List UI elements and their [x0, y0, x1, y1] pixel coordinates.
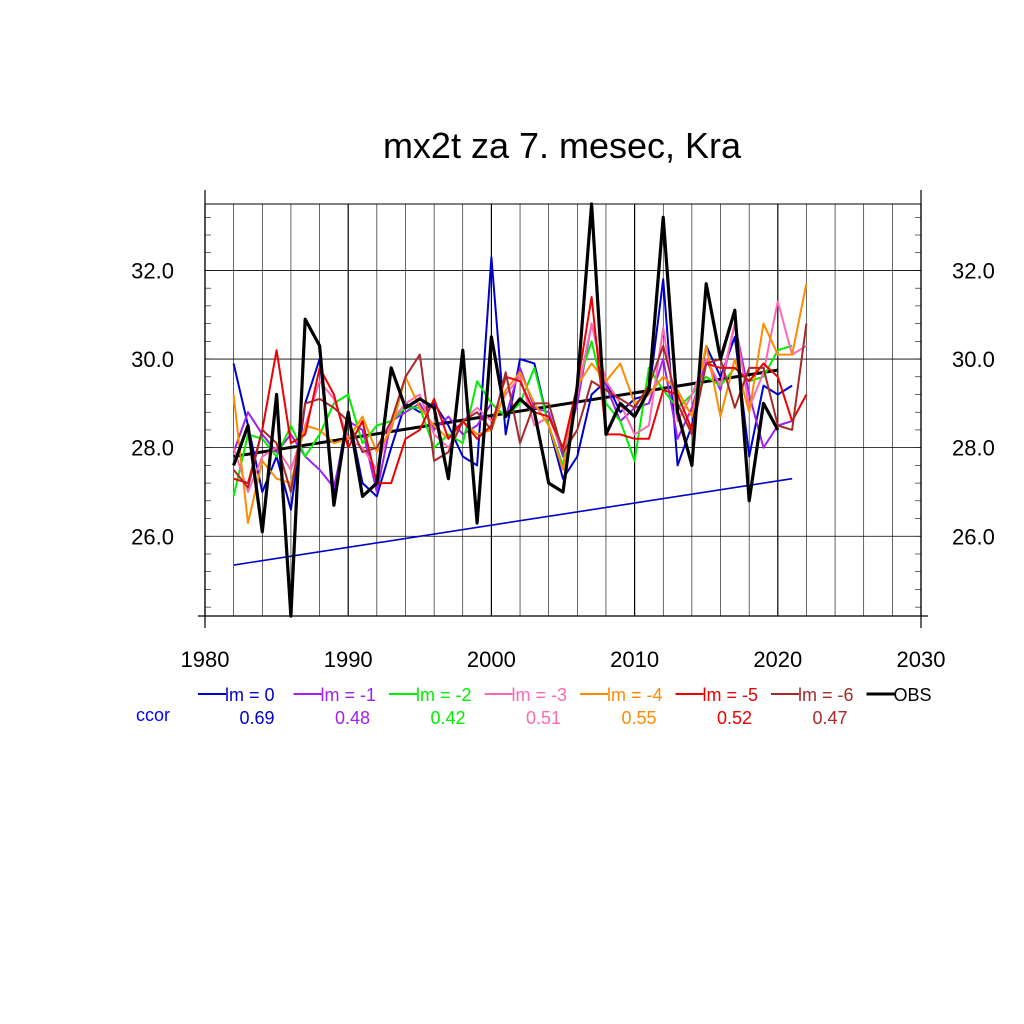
legend-label: lm = -1 — [321, 685, 377, 705]
series-lines — [232, 202, 808, 618]
x-tick-label: 2020 — [753, 647, 802, 672]
x-tick-label: 1980 — [181, 647, 230, 672]
ccor-value: 0.48 — [335, 708, 370, 728]
y-tick-label-right: 30.0 — [952, 347, 995, 372]
y-tick-label-left: 32.0 — [131, 258, 174, 283]
legend-label: lm = -2 — [416, 685, 472, 705]
x-tick-label: 2030 — [897, 647, 946, 672]
legend-label: lm = -6 — [798, 685, 854, 705]
ccor-value: 0.55 — [621, 708, 656, 728]
legend-label: OBS — [894, 685, 932, 705]
ccor-value: 0.42 — [430, 708, 465, 728]
axes: 1980 1990 2000 2010 2020 2030 26.0 26.0 28.0 28.0… — [131, 190, 995, 672]
x-tick-label: 1990 — [324, 647, 373, 672]
x-tick-label: 2000 — [467, 647, 516, 672]
series-line — [232, 323, 808, 493]
series-line — [233, 296, 808, 485]
y-tick-label-left: 28.0 — [131, 436, 174, 461]
ccor-value: 0.69 — [239, 708, 274, 728]
y-tick-label-right: 32.0 — [952, 258, 995, 283]
y-tick-label-left: 30.0 — [131, 347, 174, 372]
grid — [204, 204, 922, 616]
ccor-value: 0.51 — [526, 708, 561, 728]
legend-label: lm = -5 — [703, 685, 759, 705]
legend: lm = 0 0.69 lm = -1 0.48 lm = -2 0.42 lm = -3 0… — [136, 685, 932, 728]
legend-label: lm = 0 — [225, 685, 275, 705]
ccor-value: 0.52 — [717, 708, 752, 728]
x-tick-label: 2010 — [610, 647, 659, 672]
y-tick-label-right: 26.0 — [952, 524, 995, 549]
series-line — [232, 202, 780, 618]
y-tick-label-right: 28.0 — [952, 436, 995, 461]
legend-label: lm = -3 — [512, 685, 568, 705]
chart-title: mx2t za 7. mesec, Kra — [383, 125, 742, 166]
legend-label: lm = -4 — [607, 685, 663, 705]
trend-line — [233, 477, 793, 566]
ccor-value: 0.47 — [812, 708, 847, 728]
ccor-label: ccor — [136, 705, 170, 725]
y-tick-label-left: 26.0 — [131, 524, 174, 549]
